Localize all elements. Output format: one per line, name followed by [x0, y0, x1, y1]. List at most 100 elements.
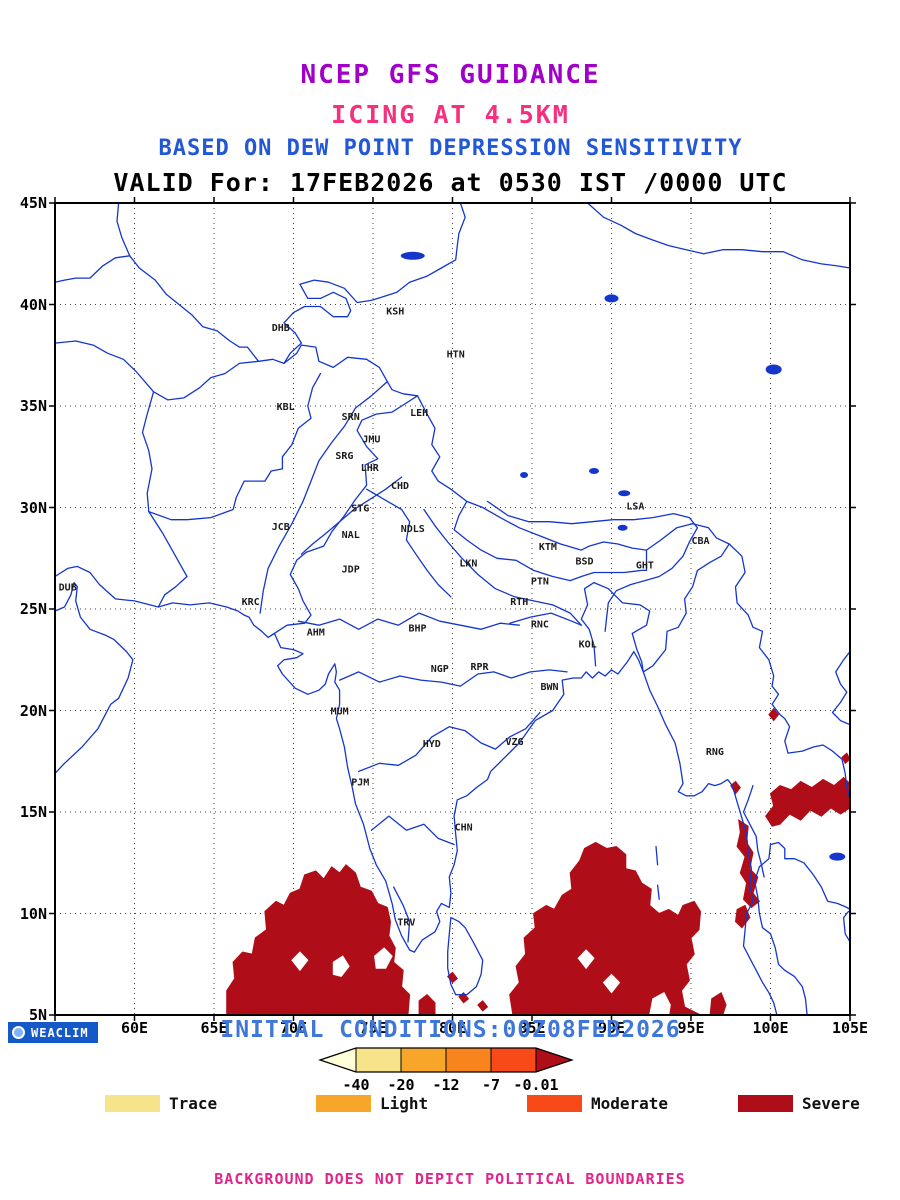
lake	[829, 852, 846, 861]
scale-seg-4	[491, 1048, 536, 1072]
legend-item-trace: Trace	[105, 1093, 218, 1113]
map-outline	[283, 202, 466, 365]
city-label-hyd: HYD	[423, 739, 441, 750]
city-label-htn: HTN	[447, 349, 465, 360]
legend-swatch-light	[316, 1094, 371, 1112]
disclaimer-text: BACKGROUND DOES NOT DEPICT POLITICAL BOU…	[214, 1170, 686, 1188]
severe-icing-region	[768, 707, 780, 722]
city-label-bwn: BWN	[540, 682, 558, 693]
title-product: ICING AT 4.5KM	[331, 100, 570, 129]
map-outline	[270, 358, 419, 637]
severe-icing-region	[736, 819, 761, 909]
scale-value: -0.01	[513, 1076, 558, 1094]
map-plot: DHB KSH HTN KBL SRN LEH JMU SRG LHR CHD STG JCB NAL N…	[49, 197, 856, 1021]
map-outline	[54, 581, 134, 775]
city-label-leh: LEH	[410, 408, 428, 419]
map-outline	[393, 886, 411, 943]
legend-label: Severe	[802, 1093, 860, 1113]
map-outline	[423, 508, 582, 626]
lake	[604, 294, 619, 303]
map-outline	[509, 612, 582, 626]
legend-item-light: Light	[316, 1093, 429, 1113]
scale-seg-1	[356, 1048, 401, 1072]
map-outline	[486, 500, 699, 632]
map-outline	[338, 669, 568, 687]
city-label-nal: NAL	[342, 530, 360, 541]
map-outline	[116, 202, 131, 257]
map-outline	[54, 565, 778, 1016]
map-outline	[259, 380, 388, 614]
severe-icing-gap	[577, 949, 595, 970]
legend-label: Moderate	[591, 1093, 669, 1113]
city-label-jcb: JCB	[272, 522, 290, 533]
map-outline	[152, 344, 368, 401]
title-valid-time: VALID For: 17FEB2026 at 0530 IST /0000 U…	[113, 168, 788, 197]
map-outline	[728, 543, 851, 799]
map-outline	[642, 543, 730, 673]
scale-seg-2	[401, 1048, 446, 1072]
city-label-ksh: KSH	[386, 307, 404, 318]
y-tick-label-40N: 40N	[19, 295, 47, 314]
city-label-ght: GHT	[636, 560, 654, 571]
map-outline	[365, 488, 452, 598]
legend-swatch-trace	[105, 1094, 160, 1112]
map-outline	[842, 910, 851, 943]
city-label-rng: RNG	[706, 747, 724, 758]
city-label-dhb: DHB	[272, 323, 290, 334]
city-label-lhr: LHR	[361, 463, 380, 474]
severe-icing-region	[734, 904, 751, 929]
city-label-ahm: AHM	[307, 627, 325, 638]
legend-label: Light	[380, 1093, 429, 1113]
city-label-lkn: LKN	[459, 558, 477, 569]
lake	[617, 524, 628, 531]
severe-icing-gap	[291, 951, 309, 972]
title-model: NCEP GFS GUIDANCE	[300, 60, 601, 90]
map-outline	[141, 391, 188, 608]
map-outline	[586, 202, 851, 269]
map-outline	[358, 711, 541, 773]
legend-item-severe: Severe	[738, 1093, 860, 1113]
city-label-kol: KOL	[579, 640, 597, 651]
y-tick-label-35N: 35N	[19, 397, 47, 415]
map-outline	[580, 581, 651, 673]
severe-icing-region	[477, 1000, 489, 1012]
map-outline	[753, 841, 851, 1016]
map-outline	[297, 612, 520, 630]
city-label-ndls: NDLS	[401, 524, 425, 535]
lake	[765, 364, 782, 375]
map-outline	[300, 476, 403, 555]
city-label-jmu: JMU	[362, 435, 380, 446]
map-outline	[656, 884, 660, 900]
severe-icing-region	[418, 994, 436, 1016]
legend-label: Trace	[169, 1093, 218, 1113]
scale-seg-3	[446, 1048, 491, 1072]
weaclim-logo-text: WEACLIM	[31, 1025, 89, 1040]
map-outline	[54, 255, 260, 362]
map-outline	[742, 784, 765, 878]
severe-icing-region	[226, 864, 411, 1016]
city-label-srn: SRN	[342, 412, 360, 423]
map-outline	[416, 395, 730, 551]
city-label-rpr: RPR	[470, 662, 489, 673]
scale-value: -40	[342, 1076, 369, 1094]
legend-swatch-severe	[738, 1094, 793, 1112]
city-label-chn: CHN	[455, 822, 473, 833]
city-label-vzg: VZG	[505, 737, 523, 748]
city-label-lsa: LSA	[626, 502, 644, 513]
severe-icing-region	[765, 776, 851, 827]
legend-swatch-moderate	[527, 1094, 582, 1112]
y-tick-label-20N: 20N	[19, 701, 47, 720]
map-outline	[655, 845, 659, 866]
weaclim-logo: WEACLIM	[8, 1022, 98, 1043]
scale-value: -7	[482, 1076, 500, 1094]
map-outline	[54, 340, 155, 393]
city-label-dub: DUB	[59, 583, 77, 594]
city-label-ktm: KTM	[539, 542, 557, 553]
y-tick-label-15N: 15N	[19, 803, 47, 821]
scale-seg-0	[320, 1048, 356, 1072]
legend-item-moderate: Moderate	[527, 1093, 669, 1113]
scale-value: -20	[387, 1076, 414, 1094]
map-outline	[148, 372, 322, 521]
city-label-ptn: PTN	[531, 577, 549, 588]
